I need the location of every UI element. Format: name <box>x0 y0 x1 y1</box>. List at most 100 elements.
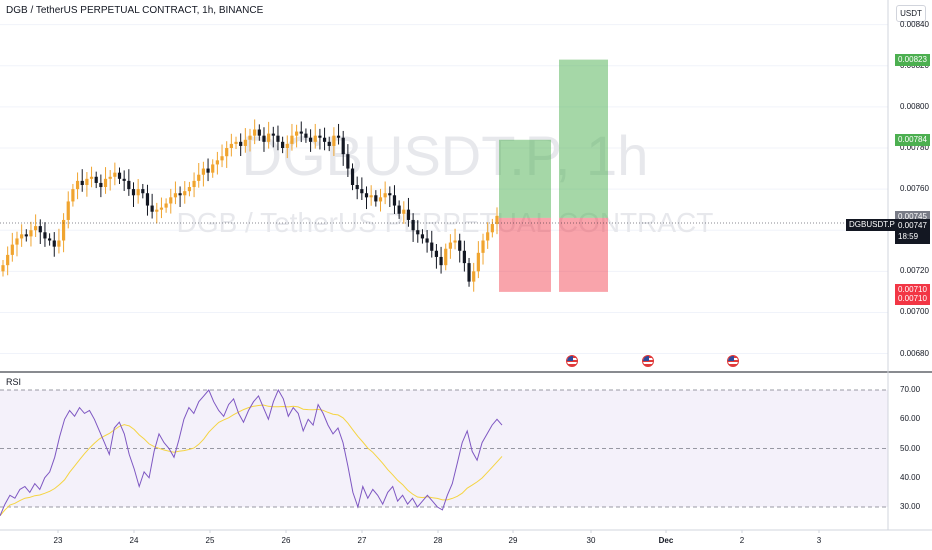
candle-body <box>332 135 336 146</box>
price-marker-label: 0.00710 <box>895 293 930 306</box>
candle-body <box>103 178 108 188</box>
candle-body <box>243 139 247 146</box>
candle-body <box>430 242 434 251</box>
candle-body <box>99 182 103 188</box>
us-flag-event-icon[interactable] <box>566 355 578 367</box>
candle-body <box>397 205 401 214</box>
candle-body <box>346 154 350 169</box>
candle-body <box>374 195 378 202</box>
candle-body <box>57 240 61 247</box>
candle-body <box>89 176 94 179</box>
candle-body <box>402 209 406 214</box>
rsi-pane <box>0 388 888 517</box>
chart-title: DGB / TetherUS PERPETUAL CONTRACT, 1h, B… <box>6 5 264 16</box>
candle-body <box>239 141 243 146</box>
candle-body <box>164 203 168 208</box>
candle-body <box>262 135 266 142</box>
candle-body <box>416 230 420 235</box>
time-tick-label: 24 <box>129 536 139 545</box>
candle-body <box>411 219 415 231</box>
time-tick-label: 28 <box>433 536 443 545</box>
rsi-label: RSI <box>6 377 22 387</box>
candle-body <box>267 133 271 142</box>
candle-body <box>43 232 47 239</box>
candle-body <box>1 265 5 272</box>
candle-body <box>131 189 136 196</box>
candle-body <box>490 224 494 233</box>
candle-body <box>48 238 52 241</box>
candle-body <box>234 141 238 144</box>
price-grid <box>0 24 888 355</box>
candle-body <box>355 185 359 190</box>
candle-body <box>462 250 466 264</box>
candle-body <box>206 168 210 173</box>
candle-body <box>187 187 192 192</box>
time-tick-label: 27 <box>357 536 367 545</box>
candle-body <box>341 137 345 155</box>
candle-body <box>388 193 392 196</box>
candle-body <box>360 189 364 194</box>
position-tools[interactable] <box>499 59 608 292</box>
candle-body <box>276 135 280 142</box>
candle-body <box>369 195 373 198</box>
candle-body <box>141 189 145 194</box>
candle-body <box>350 168 355 185</box>
candle-body <box>406 209 411 220</box>
candle-body <box>173 193 178 198</box>
candle-body <box>10 244 14 255</box>
candle-body <box>448 242 452 249</box>
candle-body <box>29 230 33 237</box>
candle-body <box>113 172 117 177</box>
candle-body <box>75 180 80 190</box>
candle-body <box>467 263 471 282</box>
last-price-value: 0.00747 <box>898 221 927 230</box>
candle-body <box>155 209 159 212</box>
countdown: 18:59 <box>898 232 919 241</box>
candle-body <box>420 234 425 239</box>
candle-body <box>215 160 219 165</box>
position-loss-zone <box>499 217 551 292</box>
time-tick-label: 30 <box>586 536 596 545</box>
candle-body <box>383 193 387 198</box>
candle-body <box>150 205 154 212</box>
price-marker-label: 0.00823 <box>895 53 930 66</box>
rsi-tick-label: 60.00 <box>900 414 921 424</box>
last-price-label: 0.00747 18:59 <box>895 219 930 244</box>
candle-body <box>271 133 275 136</box>
price-marker-label: 0.00784 <box>895 133 930 146</box>
price-marker-label: 0.00710 <box>895 283 930 296</box>
us-flag-event-icon[interactable] <box>727 355 739 367</box>
us-flag-event-icon[interactable] <box>642 355 654 367</box>
candle-body <box>183 191 187 196</box>
candle-body <box>145 193 150 206</box>
candle-body <box>295 131 299 136</box>
candle-body <box>225 148 229 157</box>
candle-body <box>281 141 285 148</box>
price-tick-label: 0.00800 <box>900 101 929 111</box>
time-tick-label: 26 <box>281 536 291 545</box>
candle-body <box>24 234 28 237</box>
price-tick-label: 0.00700 <box>900 307 929 317</box>
candle-body <box>108 176 112 179</box>
candle-body <box>20 234 24 239</box>
candle-body <box>201 168 205 175</box>
candle-body <box>322 137 327 142</box>
candle-body <box>94 176 98 183</box>
candle-body <box>439 256 443 266</box>
currency-button[interactable]: USDT <box>896 5 926 22</box>
candle-body <box>169 197 173 204</box>
candle-body <box>117 172 122 179</box>
price-tick-label: 0.00840 <box>900 19 929 29</box>
candle-body <box>434 250 439 257</box>
symbol-price-tag: DGBUSDT.P <box>846 219 898 231</box>
rsi-tick-label: 40.00 <box>900 472 921 482</box>
rsi-tick-label: 30.00 <box>900 502 921 511</box>
price-tick-label: 0.00780 <box>900 143 929 152</box>
candle-body <box>71 189 75 202</box>
time-axis-ticks <box>57 530 820 533</box>
candle-body <box>285 143 289 148</box>
time-tick-label: 23 <box>53 536 63 545</box>
candle-body <box>308 137 313 142</box>
candle-body <box>61 219 66 241</box>
